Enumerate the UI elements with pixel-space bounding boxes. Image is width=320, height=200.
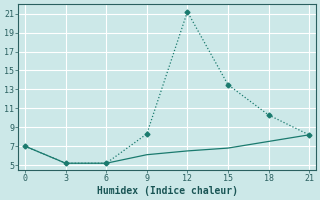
X-axis label: Humidex (Indice chaleur): Humidex (Indice chaleur) [97,186,237,196]
